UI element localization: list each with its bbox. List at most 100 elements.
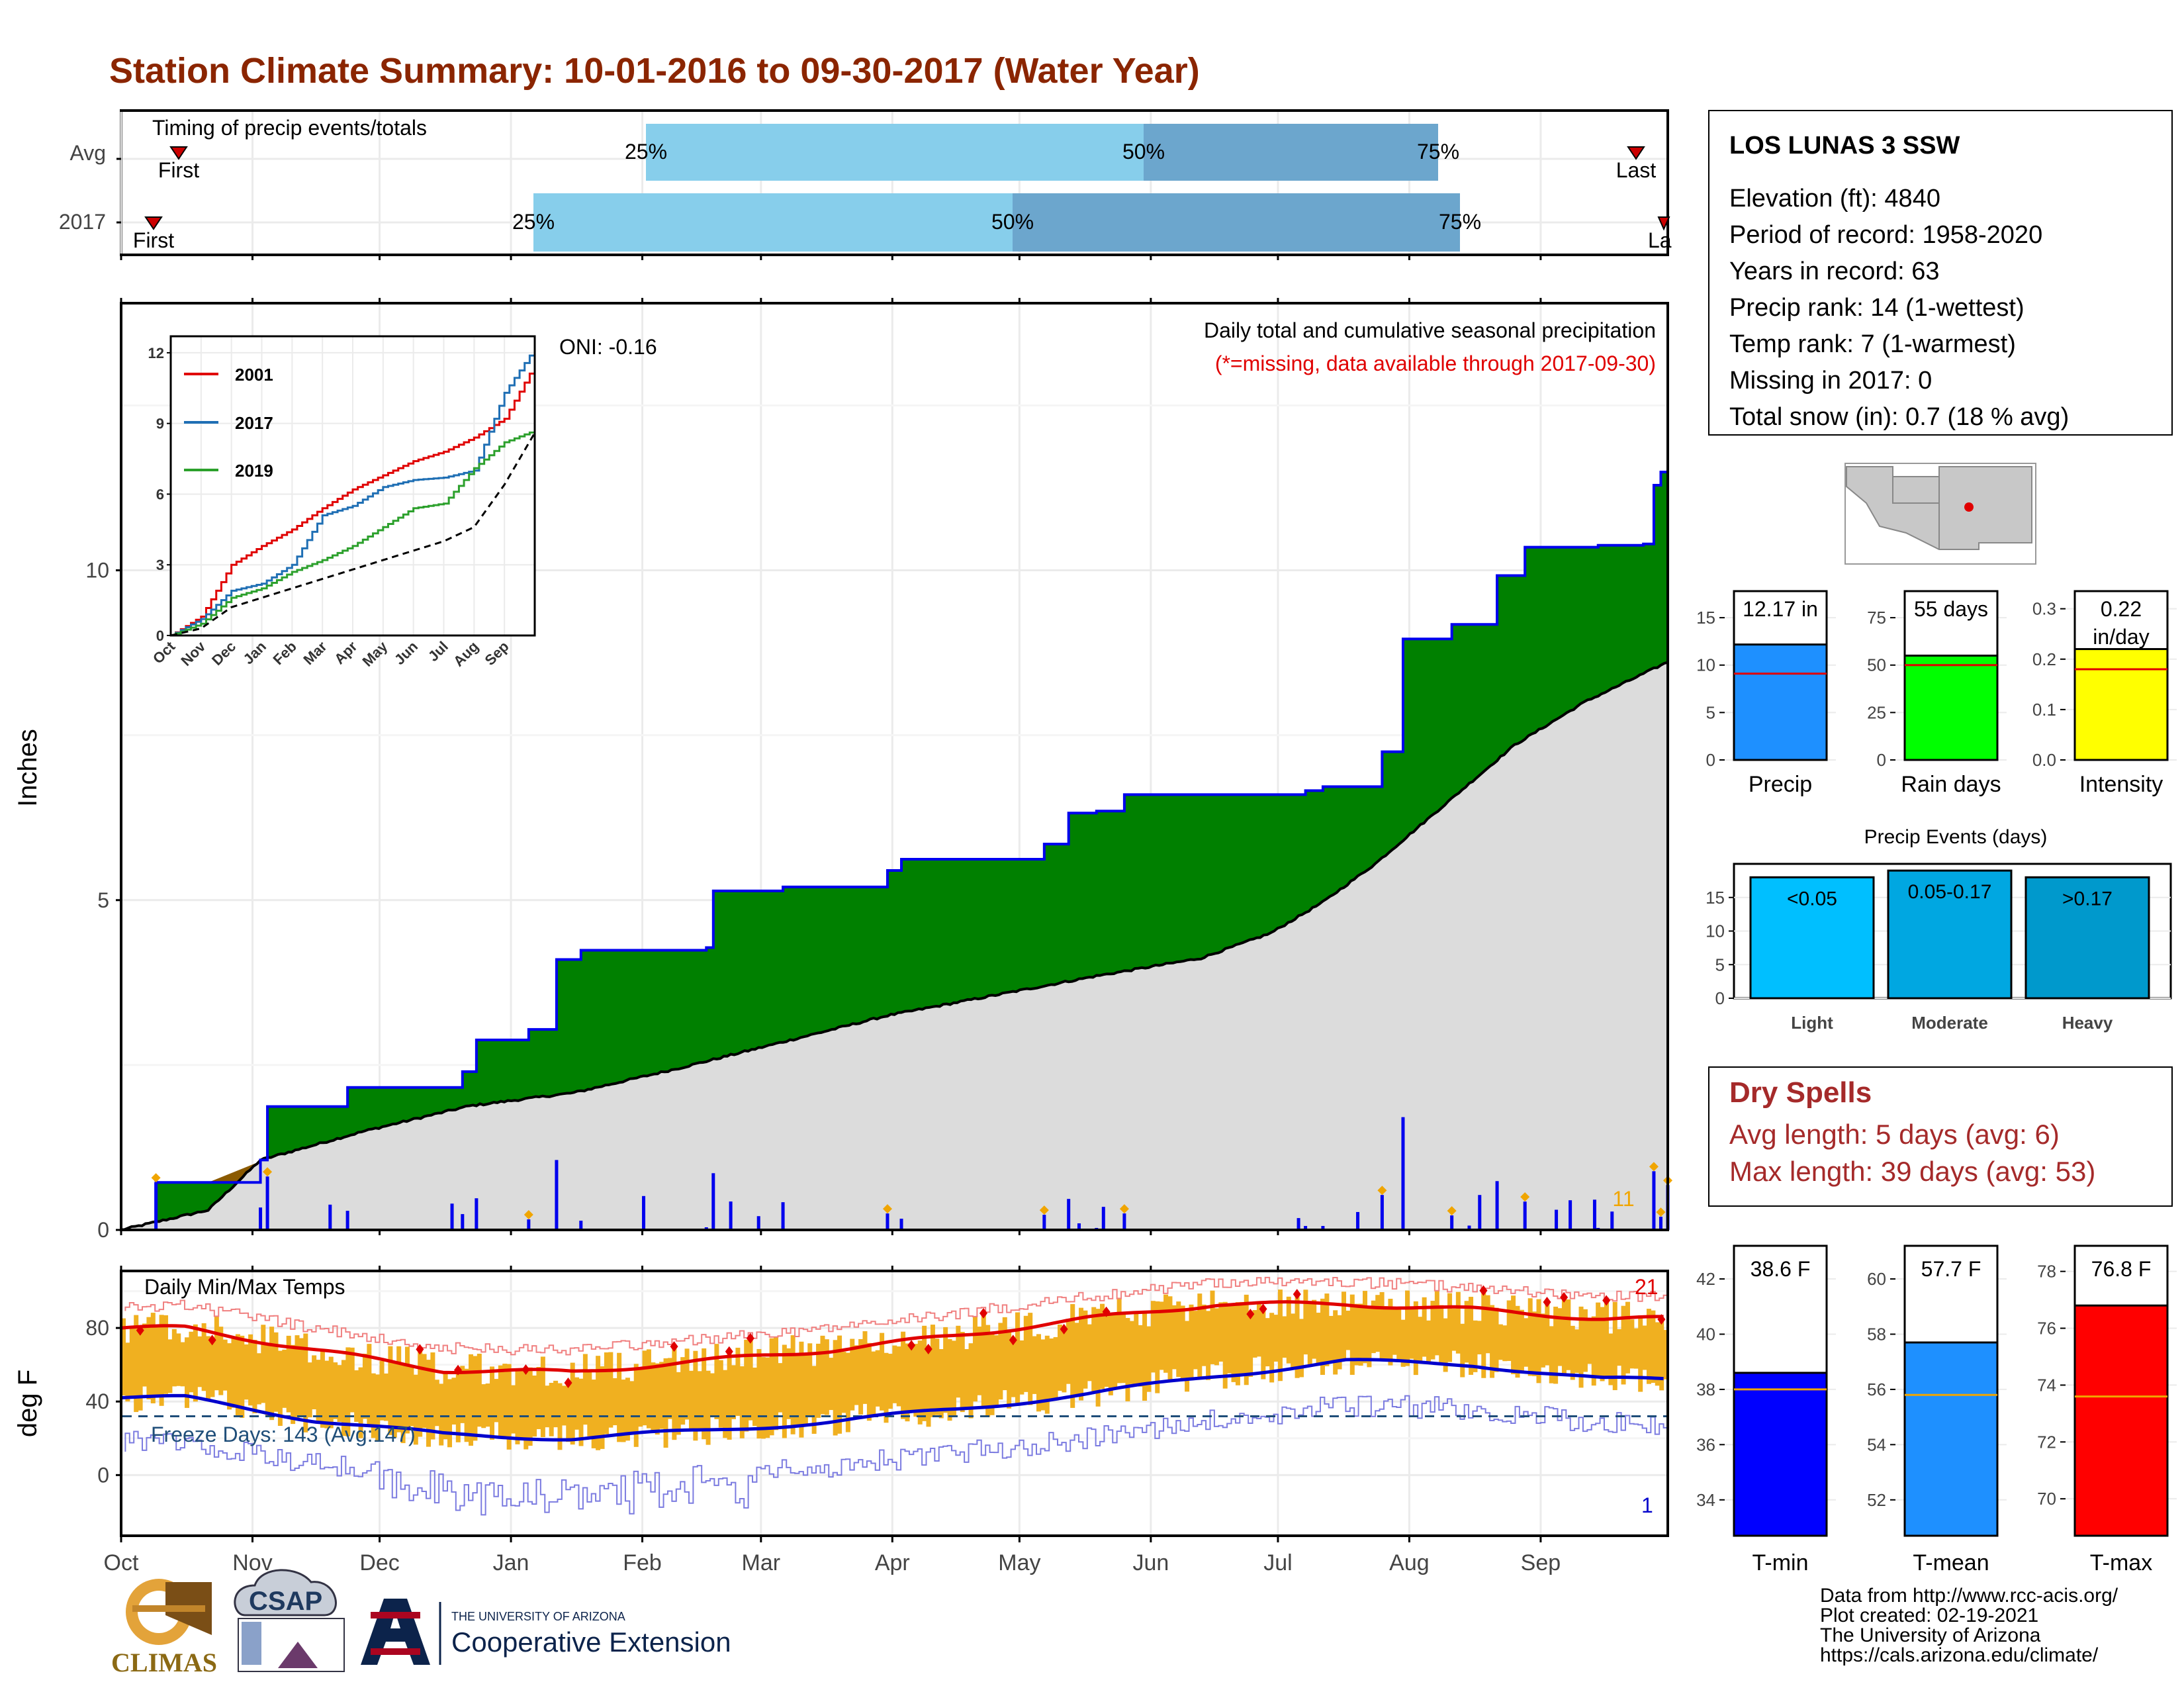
daily-precip-bar xyxy=(1592,1199,1596,1230)
daily-precip-bar xyxy=(1467,1225,1471,1230)
precip-ytick-label: 5 xyxy=(97,888,109,912)
inset-ytick-label: 12 xyxy=(148,345,164,361)
record-temp-marker xyxy=(416,1344,424,1355)
events-category-label: Heavy xyxy=(2062,1013,2113,1033)
summary-ytick-label: 25 xyxy=(1867,702,1886,722)
daily-temp-bar xyxy=(968,1343,974,1419)
record-temp-marker xyxy=(1293,1289,1301,1300)
record-precip-marker xyxy=(1119,1204,1129,1214)
month-tick-label: Jan xyxy=(493,1550,529,1575)
avg-p50-label: 50% xyxy=(1122,140,1165,164)
month-tick-label: Mar xyxy=(742,1550,781,1575)
month-tick-label: Jul xyxy=(1263,1550,1292,1575)
oni-label: ONI: -0.16 xyxy=(559,335,657,359)
daily-temp-bar xyxy=(884,1352,889,1423)
daily-temp-bar xyxy=(121,1318,126,1396)
temp-summary-category-label: T-max xyxy=(2090,1550,2152,1575)
avg-p25-p50-bar xyxy=(646,124,1144,181)
cumulative-2017-line xyxy=(121,427,1669,1231)
summary-ytick-label: 0.0 xyxy=(2032,750,2056,770)
temp-summary-ytick-label: 60 xyxy=(1867,1269,1886,1289)
temp-title: Daily Min/Max Temps xyxy=(144,1275,345,1299)
temp-summary-ytick-label: 76 xyxy=(2037,1319,2056,1338)
precip-ytick-label: 0 xyxy=(97,1218,109,1242)
daily-precip-bar xyxy=(756,1216,760,1230)
avg-last-label: Last xyxy=(1616,158,1657,182)
inset-legend-2017: 2017 xyxy=(235,413,273,433)
month-tick-label: Aug xyxy=(1389,1550,1430,1575)
events-ytick-label: 0 xyxy=(1715,988,1725,1008)
temp-summary-bars: 34 36 38 40 42 38.6 F T-min 52 54 56 58 60 57.7 F T-m… xyxy=(1696,1244,2177,1575)
summary-ytick-label: 50 xyxy=(1867,655,1886,675)
daily-precip-bar xyxy=(1122,1213,1126,1230)
daily-precip-bar xyxy=(1610,1211,1614,1230)
inset-ytick-label: 6 xyxy=(156,486,164,502)
daily-precip-bar xyxy=(154,1182,158,1230)
record-temp-marker xyxy=(1560,1291,1569,1303)
daily-temp-bar xyxy=(545,1385,550,1428)
record-precip-marker xyxy=(1649,1162,1659,1172)
temp-ylabel: deg F xyxy=(13,1370,42,1437)
summary-ytick-label: 0 xyxy=(1706,750,1715,770)
inset-series-line xyxy=(170,432,536,637)
daily-temp-bar xyxy=(629,1381,635,1434)
summary-value-bar xyxy=(1903,654,1999,761)
daily-precip-bar xyxy=(1523,1201,1527,1230)
record-temp-marker xyxy=(907,1340,916,1351)
early-season-area xyxy=(121,1161,261,1230)
ua-logo: THE UNIVERSITY OF ARIZONA Cooperative Ex… xyxy=(361,1599,731,1665)
summary-ytick-label: 15 xyxy=(1696,608,1715,628)
timing-row-label-avg: Avg xyxy=(69,141,106,165)
daily-precip-bar xyxy=(1101,1207,1105,1230)
ua-logo-big-text: Cooperative Extension xyxy=(451,1626,731,1658)
temp-ytick-label: 0 xyxy=(97,1463,109,1487)
month-tick-label: Feb xyxy=(623,1550,662,1575)
record-precip-marker xyxy=(882,1204,892,1214)
record-temp-marker xyxy=(1009,1335,1017,1346)
daily-precip-bar xyxy=(345,1211,349,1230)
daily-temp-bar xyxy=(1222,1301,1228,1389)
summary-ytick-label: 0 xyxy=(1877,750,1886,770)
daily-precip-bar xyxy=(899,1219,903,1230)
month-tick-label: Sep xyxy=(1521,1550,1561,1575)
station-location-dot xyxy=(1964,502,1974,512)
record-temp-marker xyxy=(1060,1323,1068,1335)
y2017-p25-label: 25% xyxy=(512,210,555,234)
timing-row-label-2017: 2017 xyxy=(59,210,106,234)
avg-p50-p75-bar xyxy=(1144,124,1438,181)
summary-ytick-label: 0.3 xyxy=(2032,599,2056,619)
temp-summary-value-label: 38.6 F xyxy=(1751,1257,1811,1281)
events-bar xyxy=(1749,876,1875,1000)
precip-panel: 0 5 10 Inches ONI: -0.16 Daily total and c… xyxy=(13,298,1672,1242)
month-tick-label: Dec xyxy=(359,1550,399,1575)
inset-ytick-label: 3 xyxy=(156,557,164,573)
station-line-missing: Missing in 2017: 0 xyxy=(1729,367,1932,395)
summary-bar-charts: 0 5 10 15 12.17 in Precip 0 25 50 75 55 days Rain d… xyxy=(1696,590,2177,797)
summary-category-label: Precip xyxy=(1749,772,1812,797)
temp-min-count: 1 xyxy=(1641,1493,1653,1517)
precip-max-count: 11 xyxy=(1612,1187,1634,1211)
events-value-label: >0.17 xyxy=(2062,888,2113,910)
record-precip-marker xyxy=(1656,1207,1666,1217)
daily-precip-bar xyxy=(1067,1199,1071,1230)
temp-summary-category-label: T-min xyxy=(1752,1550,1809,1575)
temp-summary-ytick-label: 70 xyxy=(2037,1489,2056,1509)
record-temp-marker xyxy=(454,1364,463,1376)
temp-summary-ytick-label: 40 xyxy=(1696,1324,1715,1344)
daily-precip-bar xyxy=(265,1176,269,1230)
station-line-period: Period of record: 1958-2020 xyxy=(1729,221,2042,249)
y2017-first-label: First xyxy=(133,228,174,252)
dry-spells-avg: Avg length: 5 days (avg: 6) xyxy=(1729,1119,2060,1150)
events-ytick-label: 15 xyxy=(1706,888,1725,908)
csap-logo-text: CSAP xyxy=(249,1587,322,1616)
temp-ytick-label: 80 xyxy=(85,1316,109,1340)
summary-category-label: Intensity xyxy=(2079,772,2163,797)
record-temp-marker xyxy=(725,1346,733,1357)
timing-panel: Timing of precip events/totals Avg First… xyxy=(59,109,1672,260)
temp-panel: 0 40 80 Oct Nov Dec Jan Feb Mar Apr May Jun Jul Aug S… xyxy=(13,1266,1669,1575)
events-ytick-label: 10 xyxy=(1706,921,1725,941)
temp-summary-ytick-label: 54 xyxy=(1867,1434,1886,1454)
temp-summary-ytick-label: 74 xyxy=(2037,1375,2056,1395)
daily-temp-bar xyxy=(799,1341,804,1438)
record-precip-marker xyxy=(1520,1192,1530,1202)
